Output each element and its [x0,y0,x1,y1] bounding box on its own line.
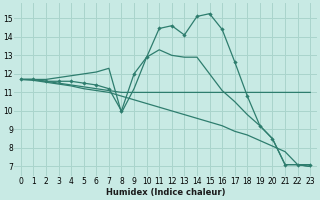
X-axis label: Humidex (Indice chaleur): Humidex (Indice chaleur) [106,188,225,197]
